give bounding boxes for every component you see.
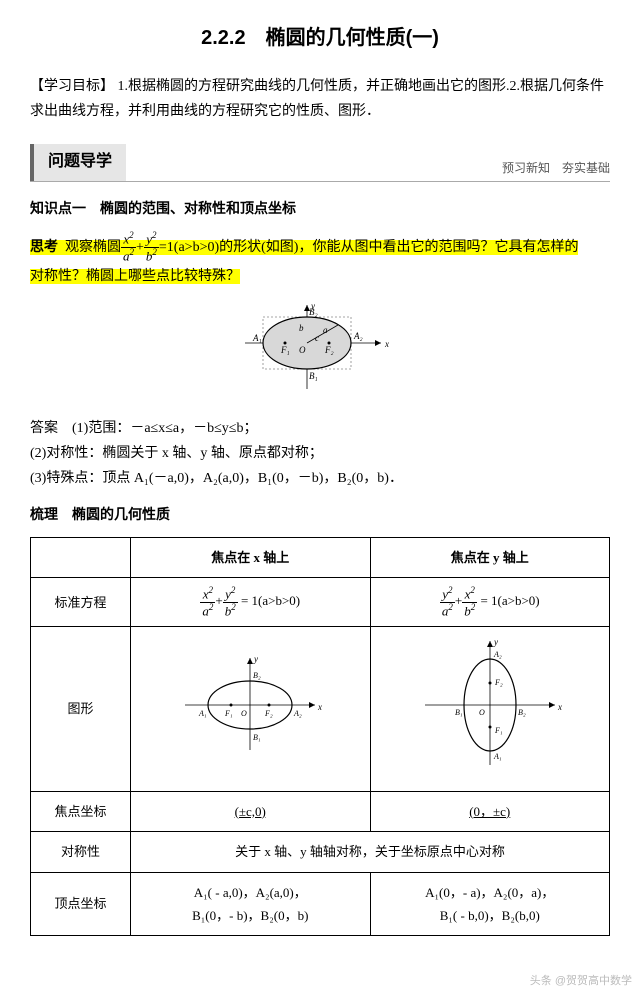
- svg-text:A₁: A₁: [252, 333, 262, 343]
- cell-fig-x: A₁ A₂ B₂ B₁ F₁ F₂ O x y: [131, 627, 371, 791]
- cell-eq-y: y2a2+x2b2 = 1(a>b>0): [370, 578, 610, 627]
- answer-line-2: (2)对称性：椭圆关于 x 轴、y 轴、原点都对称；: [30, 441, 610, 466]
- combing-heading: 梳理 椭圆的几何性质: [30, 502, 610, 527]
- svg-text:y: y: [310, 303, 315, 311]
- objective-text: 1.根据椭圆的方程研究曲线的几何性质，并正确地画出它的图形.2.根据几何条件求出…: [30, 79, 604, 119]
- objective-label: 【学习目标】: [30, 79, 114, 94]
- svg-text:x: x: [384, 339, 389, 349]
- cell-vertex-y: A₁(0，- a)，A₂(0，a)，B₁( - b,0)，B₂(b,0): [370, 872, 610, 936]
- svg-text:A₂: A₂: [293, 709, 302, 718]
- svg-text:B₁: B₁: [253, 733, 261, 742]
- svg-text:b: b: [299, 323, 304, 333]
- svg-text:B₂: B₂: [518, 708, 526, 717]
- svg-text:F₂: F₂: [264, 709, 273, 718]
- think-text-2: =1(a>b>0)的形状(如图)，你能从图中看出它的范围吗？它具有怎样的: [159, 240, 579, 255]
- row-std-eq: 标准方程: [31, 578, 131, 627]
- svg-text:F₁: F₁: [224, 709, 233, 718]
- think-text-1: 观察椭圆: [65, 240, 121, 255]
- knowledge-point-1: 知识点一 椭圆的范围、对称性和顶点坐标: [30, 196, 610, 221]
- col-header-x: 焦点在 x 轴上: [131, 537, 371, 577]
- svg-text:A₁: A₁: [198, 709, 207, 718]
- svg-text:B₁: B₁: [309, 371, 318, 381]
- svg-text:B₂: B₂: [253, 671, 261, 680]
- svg-text:x: x: [317, 702, 322, 712]
- table-corner: [31, 537, 131, 577]
- section-header: 问题导学 预习新知 夯实基础: [30, 144, 610, 182]
- page-title: 2.2.2 椭圆的几何性质(一): [30, 20, 610, 56]
- answer-1: (1)范围：－a≤x≤a，－b≤y≤b；: [72, 421, 258, 436]
- think-text-3: 对称性？椭圆上哪些点比较特殊？: [30, 269, 240, 284]
- svg-text:A₂: A₂: [493, 650, 502, 659]
- cell-symmetry: 关于 x 轴、y 轴轴对称，关于坐标原点中心对称: [131, 832, 610, 872]
- think-label: 思考: [30, 240, 58, 255]
- properties-table: 焦点在 x 轴上 焦点在 y 轴上 标准方程 x2a2+y2b2 = 1(a>b…: [30, 537, 610, 937]
- svg-text:x: x: [557, 702, 562, 712]
- fraction-y2b2: y2b2: [144, 231, 159, 263]
- answer-line-1: 答案 (1)范围：－a≤x≤a，－b≤y≤b；: [30, 416, 610, 441]
- svg-text:O: O: [299, 345, 306, 355]
- svg-text:a: a: [323, 325, 328, 335]
- svg-text:A₂: A₂: [353, 331, 363, 341]
- svg-text:F₂: F₂: [324, 345, 334, 355]
- svg-text:B₁: B₁: [455, 708, 463, 717]
- svg-text:F₂: F₂: [494, 678, 503, 687]
- svg-text:F₁: F₁: [280, 345, 290, 355]
- fraction-x2a2: x2a2: [121, 231, 136, 263]
- svg-text:c: c: [315, 333, 319, 343]
- svg-text:O: O: [241, 709, 247, 718]
- row-symmetry: 对称性: [31, 832, 131, 872]
- cell-vertex-x: A₁( - a,0)，A₂(a,0)，B₁(0，- b)，B₂(0，b): [131, 872, 371, 936]
- row-focus: 焦点坐标: [31, 791, 131, 831]
- cell-fig-y: A₂ A₁ B₁ B₂ F₂ F₁ O x y: [370, 627, 610, 791]
- section-tab: 问题导学: [30, 144, 126, 181]
- svg-text:y: y: [493, 637, 498, 647]
- ellipse-diagram-main: A₁ A₂ B₂ B₁ F₁ F₂ O x y a b c: [30, 303, 610, 402]
- svg-text:A₁: A₁: [493, 752, 502, 761]
- learning-objective: 【学习目标】 1.根据椭圆的方程研究曲线的几何性质，并正确地画出它的图形.2.根…: [30, 74, 610, 124]
- row-figure: 图形: [31, 627, 131, 791]
- svg-text:F₁: F₁: [494, 726, 503, 735]
- answer-line-3: (3)特殊点：顶点 A₁(－a,0)，A₂(a,0)，B₁(0，－b)，B₂(0…: [30, 466, 610, 491]
- col-header-y: 焦点在 y 轴上: [370, 537, 610, 577]
- cell-focus-x: (±c,0): [131, 791, 371, 831]
- think-question: 思考 观察椭圆x2a2+y2b2=1(a>b>0)的形状(如图)，你能从图中看出…: [30, 231, 610, 288]
- row-vertex: 顶点坐标: [31, 872, 131, 936]
- svg-text:O: O: [479, 708, 485, 717]
- answer-label: 答案: [30, 421, 58, 436]
- cell-eq-x: x2a2+y2b2 = 1(a>b>0): [131, 578, 371, 627]
- cell-focus-y: (0，±c): [370, 791, 610, 831]
- section-subtext: 预习新知 夯实基础: [126, 158, 610, 182]
- watermark: 头条 @贺贺高中数学: [530, 972, 632, 992]
- svg-text:y: y: [253, 654, 258, 664]
